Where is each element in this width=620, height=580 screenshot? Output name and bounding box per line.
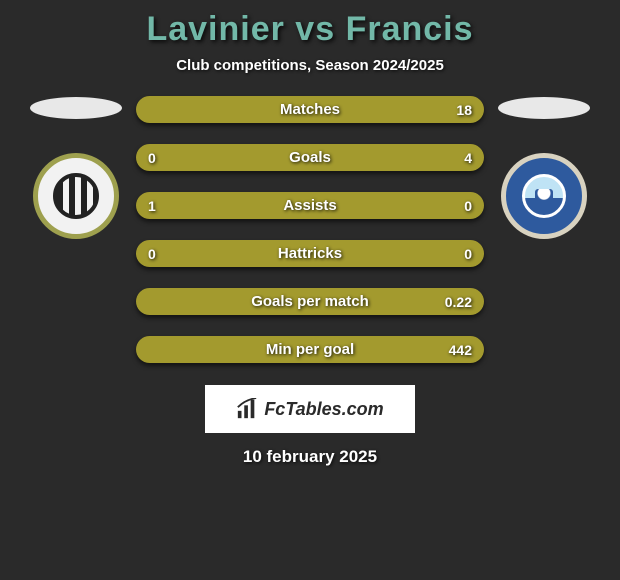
stat-left-value: 0 xyxy=(148,150,156,166)
right-player-col xyxy=(484,92,604,239)
stat-right-value: 0 xyxy=(464,198,472,214)
stat-label: Matches xyxy=(280,101,340,118)
stat-bar-gpm: Goals per match 0.22 xyxy=(136,288,484,315)
stat-bar-mpg: Min per goal 442 xyxy=(136,336,484,363)
root: Lavinier vs Francis Club competitions, S… xyxy=(0,0,620,477)
crest-right-icon xyxy=(522,174,566,218)
left-player-ellipse xyxy=(30,97,122,119)
stat-bar-hattricks: 0 Hattricks 0 xyxy=(136,240,484,267)
stat-label: Hattricks xyxy=(278,245,342,262)
stat-label: Goals per match xyxy=(251,293,369,310)
fctables-badge: FcTables.com xyxy=(205,385,415,433)
subtitle: Club competitions, Season 2024/2025 xyxy=(0,57,620,74)
bar-chart-icon xyxy=(236,398,258,420)
right-player-ellipse xyxy=(498,97,590,119)
main-row: Matches 18 0 Goals 4 1 Assists 0 0 Hattr… xyxy=(0,92,620,363)
fctables-label: FcTables.com xyxy=(264,399,383,420)
left-player-col xyxy=(16,92,136,239)
left-club-crest xyxy=(33,153,119,239)
stat-bar-matches: Matches 18 xyxy=(136,96,484,123)
stat-bar-assists: 1 Assists 0 xyxy=(136,192,484,219)
stat-bar-goals: 0 Goals 4 xyxy=(136,144,484,171)
stats-bars: Matches 18 0 Goals 4 1 Assists 0 0 Hattr… xyxy=(136,92,484,363)
stat-right-value: 4 xyxy=(464,150,472,166)
stat-right-value: 18 xyxy=(456,102,472,118)
crest-left-icon xyxy=(53,173,99,219)
page-title: Lavinier vs Francis xyxy=(0,10,620,49)
stat-right-value: 0 xyxy=(464,246,472,262)
stat-left-value: 0 xyxy=(148,246,156,262)
stat-label: Assists xyxy=(283,197,336,214)
stat-right-value: 442 xyxy=(449,342,472,358)
right-club-crest xyxy=(501,153,587,239)
stat-left-value: 1 xyxy=(148,198,156,214)
stat-label: Goals xyxy=(289,149,331,166)
stat-label: Min per goal xyxy=(266,341,354,358)
stat-right-value: 0.22 xyxy=(445,294,472,310)
date-text: 10 february 2025 xyxy=(0,447,620,467)
